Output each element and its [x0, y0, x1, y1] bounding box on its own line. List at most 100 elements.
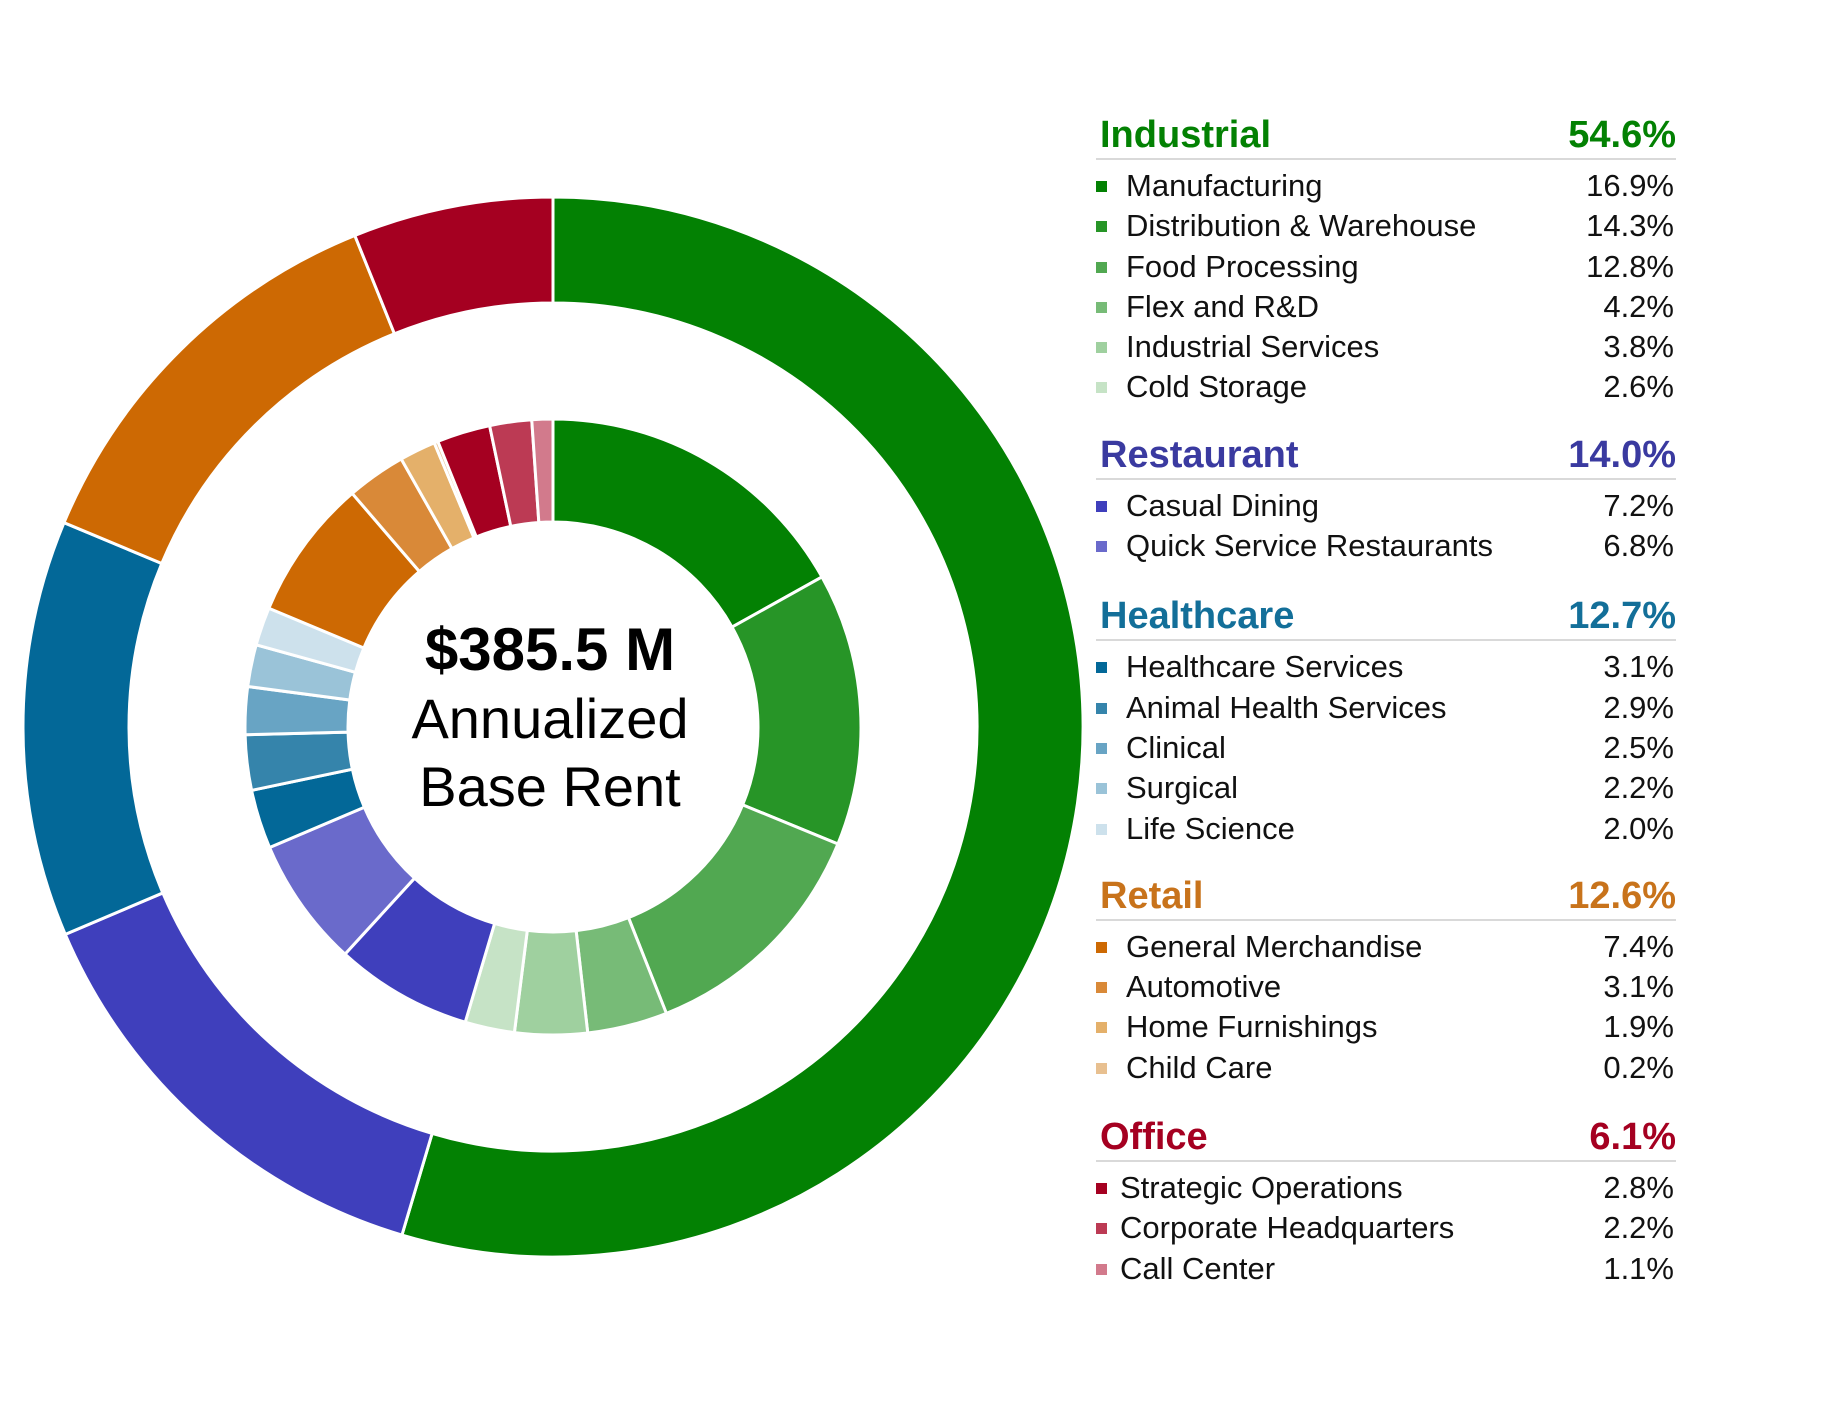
legend-group-pct: 14.0%	[1568, 433, 1676, 476]
center-line-2: Base Rent	[419, 755, 681, 818]
legend-item: Automotive 3.1%	[1096, 967, 1676, 1007]
legend-group-retail: Retail 12.6% General Merchandise 7.4% Aut…	[1096, 871, 1676, 1088]
legend-item: Call Center 1.1%	[1096, 1249, 1676, 1289]
legend-swatch	[1096, 742, 1107, 754]
legend-item: Manufacturing 16.9%	[1096, 166, 1676, 206]
legend-item-value: 6.8%	[1603, 528, 1674, 564]
legend-group-header: Industrial 54.6%	[1096, 110, 1676, 160]
legend-swatch	[1096, 541, 1107, 553]
legend-item-label: Automotive	[1126, 969, 1282, 1005]
legend-group-industrial: Industrial 54.6% Manufacturing 16.9% Dist…	[1096, 110, 1676, 408]
outer-slice-office	[352, 195, 555, 336]
legend-item-label: General Merchandise	[1126, 928, 1423, 964]
legend-swatch	[1096, 1263, 1107, 1275]
legend-item-label: Life Science	[1126, 810, 1295, 846]
legend-swatch	[1096, 342, 1107, 354]
legend-swatch	[1096, 1183, 1107, 1195]
legend-group-header: Retail 12.6%	[1096, 871, 1676, 921]
legend-item-value: 4.2%	[1603, 288, 1674, 324]
legend-group-healthcare: Healthcare 12.7% Healthcare Services 3.1%…	[1096, 591, 1676, 848]
legend-item: Industrial Services 3.8%	[1096, 327, 1676, 367]
inner-slice-food-processing	[626, 802, 840, 1016]
legend-item: Animal Health Services 2.9%	[1096, 688, 1676, 728]
legend-group-name: Office	[1100, 1116, 1208, 1159]
legend: Industrial 54.6% Manufacturing 16.9% Dist…	[1096, 110, 1676, 1289]
legend-group-name: Restaurant	[1100, 433, 1299, 476]
legend-item: Life Science 2.0%	[1096, 809, 1676, 849]
donut-chart	[21, 195, 1085, 1259]
legend-swatch	[1096, 1022, 1107, 1034]
legend-item: Cold Storage 2.6%	[1096, 367, 1676, 407]
legend-group-name: Industrial	[1100, 114, 1272, 156]
legend-item: Distribution & Warehouse 14.3%	[1096, 206, 1676, 246]
legend-item-value: 7.2%	[1603, 487, 1674, 523]
legend-swatch	[1096, 1223, 1107, 1235]
legend-item-label: Flex and R&D	[1126, 288, 1319, 324]
legend-item: Quick Service Restaurants 6.8%	[1096, 526, 1676, 566]
legend-swatch	[1096, 221, 1107, 233]
legend-group-pct: 12.7%	[1568, 595, 1676, 638]
inner-slice-manufacturing	[551, 417, 825, 630]
outer-slice-industrial	[400, 195, 1085, 1259]
inner-slice-call-center	[530, 417, 555, 525]
legend-group-pct: 54.6%	[1568, 114, 1676, 156]
legend-item-label: Industrial Services	[1126, 329, 1380, 365]
legend-item-label: Clinical	[1126, 729, 1226, 765]
legend-item: Food Processing 12.8%	[1096, 247, 1676, 287]
legend-item-value: 2.6%	[1603, 369, 1674, 405]
legend-swatch	[1096, 1062, 1107, 1074]
legend-item-label: Distribution & Warehouse	[1126, 208, 1477, 244]
legend-item-value: 1.9%	[1603, 1009, 1674, 1045]
legend-group-office: Office 6.1% Strategic Operations 2.8% Cor…	[1096, 1112, 1676, 1289]
legend-item-value: 2.9%	[1603, 689, 1674, 725]
legend-swatch	[1096, 261, 1107, 273]
legend-item-value: 2.2%	[1603, 770, 1674, 806]
legend-item-value: 7.4%	[1603, 928, 1674, 964]
center-label: $385.5 M Annualized Base Rent	[330, 615, 770, 821]
legend-item: Corporate Headquarters 2.2%	[1096, 1208, 1676, 1248]
legend-item-value: 1.1%	[1603, 1250, 1674, 1286]
legend-group-restaurant: Restaurant 14.0% Casual Dining 7.2% Quick…	[1096, 430, 1676, 567]
legend-swatch	[1096, 941, 1107, 953]
legend-item-value: 3.8%	[1603, 329, 1674, 365]
legend-item-label: Food Processing	[1126, 248, 1359, 284]
legend-swatch	[1096, 301, 1107, 313]
legend-item: General Merchandise 7.4%	[1096, 927, 1676, 967]
legend-group-header: Healthcare 12.7%	[1096, 591, 1676, 642]
legend-item-label: Surgical	[1126, 770, 1238, 806]
legend-group-header: Office 6.1%	[1096, 1112, 1676, 1163]
legend-swatch	[1096, 500, 1107, 512]
center-amount: $385.5 M	[424, 616, 676, 683]
legend-item-value: 2.2%	[1603, 1210, 1674, 1246]
legend-swatch	[1096, 662, 1107, 674]
legend-item-value: 2.8%	[1603, 1170, 1674, 1206]
legend-item-value: 12.8%	[1586, 248, 1674, 284]
legend-swatch	[1096, 783, 1107, 795]
legend-item-value: 2.5%	[1603, 729, 1674, 765]
legend-group-header: Restaurant 14.0%	[1096, 430, 1676, 480]
legend-item-label: Home Furnishings	[1126, 1009, 1378, 1045]
legend-item-label: Child Care	[1126, 1049, 1273, 1085]
legend-item-label: Quick Service Restaurants	[1126, 528, 1493, 564]
legend-item-value: 14.3%	[1586, 208, 1674, 244]
legend-item-value: 2.0%	[1603, 810, 1674, 846]
legend-item: Strategic Operations 2.8%	[1096, 1168, 1676, 1208]
legend-item-label: Cold Storage	[1126, 369, 1307, 405]
legend-item-label: Manufacturing	[1126, 168, 1323, 203]
legend-item-value: 16.9%	[1586, 168, 1674, 203]
legend-group-pct: 12.6%	[1568, 874, 1676, 917]
legend-swatch	[1096, 382, 1107, 394]
legend-group-name: Retail	[1100, 874, 1204, 917]
legend-item-label: Animal Health Services	[1126, 689, 1447, 725]
legend-group-name: Healthcare	[1100, 595, 1295, 638]
outer-slice-healthcare	[21, 520, 165, 937]
legend-group-pct: 6.1%	[1589, 1116, 1676, 1159]
legend-item-label: Corporate Headquarters	[1120, 1210, 1455, 1246]
legend-swatch	[1096, 181, 1107, 192]
legend-item: Healthcare Services 3.1%	[1096, 647, 1676, 687]
legend-item-value: 3.1%	[1603, 969, 1674, 1005]
legend-item: Flex and R&D 4.2%	[1096, 287, 1676, 327]
legend-item: Casual Dining 7.2%	[1096, 486, 1676, 526]
legend-item: Clinical 2.5%	[1096, 728, 1676, 768]
legend-item-label: Casual Dining	[1126, 487, 1319, 523]
